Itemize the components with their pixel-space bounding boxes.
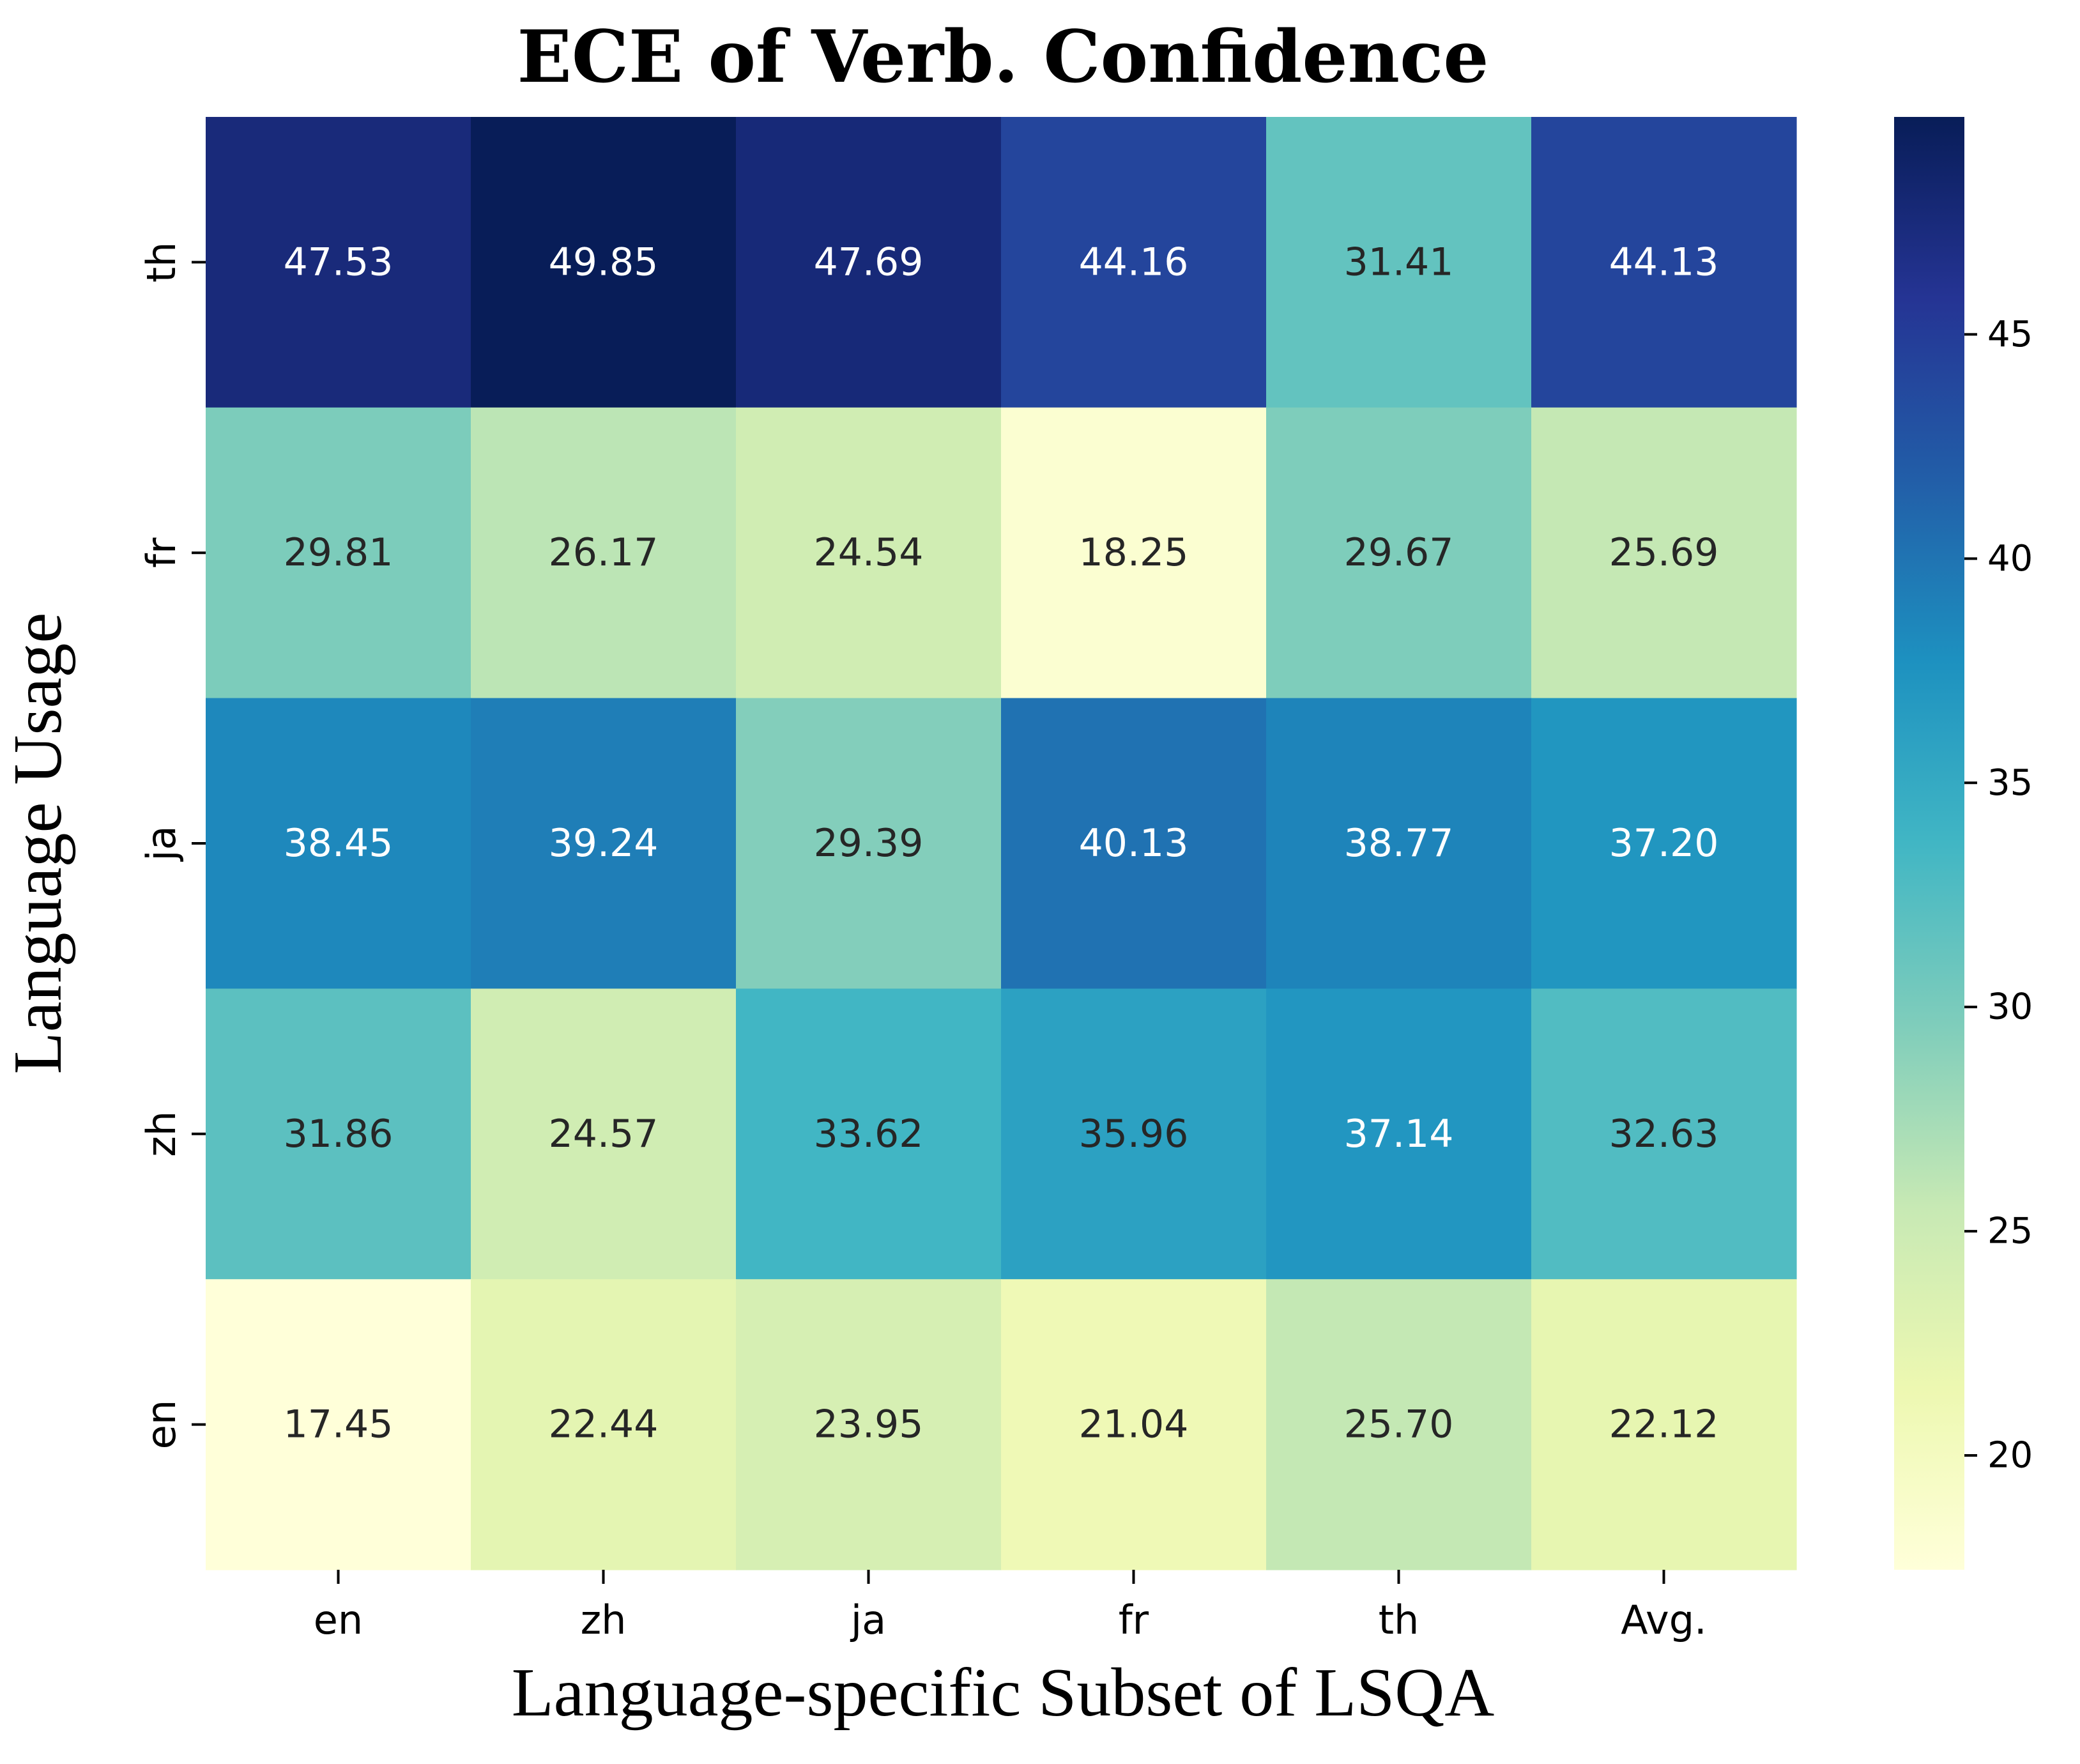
heatmap-cell-labels: 47.53 49.85 47.69 44.16 31.41 44.13 29.81 26.17…	[284, 240, 1719, 1446]
heatmap-cell-th-zh	[471, 117, 737, 408]
heatmap-cell-zh-zh	[471, 988, 737, 1280]
heatmap-cell-th-Avg	[1531, 117, 1797, 408]
colorbar-tick-label: 30	[1987, 986, 2033, 1028]
heatmap-cell-th-fr	[1001, 117, 1267, 408]
heatmap-cell-ja-Avg	[1531, 698, 1797, 989]
colorbar-tick-label: 25	[1987, 1211, 2033, 1252]
heatmap-cell-value: 17.45	[284, 1402, 394, 1447]
x-axis-label: Language-specific Subset of LSQA	[512, 1655, 1495, 1731]
heatmap-cell-value: 31.86	[284, 1112, 394, 1156]
heatmap-cell-value: 40.13	[1079, 821, 1189, 866]
heatmap-cell-value: 49.85	[549, 240, 659, 284]
colorbar-gradient	[1894, 117, 1964, 1570]
x-axis-ticks: en zh ja fr th Avg.	[314, 1570, 1707, 1643]
heatmap-cells	[206, 117, 1797, 1570]
heatmap-cell-value: 38.45	[284, 821, 394, 866]
heatmap-cell-th-en	[206, 117, 471, 408]
heatmap-cell-value: 32.63	[1609, 1112, 1719, 1156]
heatmap-cell-value: 24.57	[549, 1112, 659, 1156]
y-tick-label: th	[138, 242, 185, 283]
heatmap-cell-en-ja	[736, 1279, 1002, 1570]
y-tick-label: fr	[138, 537, 185, 568]
heatmap-cell-value: 37.14	[1344, 1112, 1454, 1156]
heatmap-cell-fr-th	[1266, 407, 1532, 699]
heatmap-cell-en-en	[206, 1279, 471, 1570]
heatmap-cell-zh-fr	[1001, 988, 1267, 1280]
heatmap-cell-value: 29.81	[284, 530, 394, 575]
heatmap-cell-value: 25.69	[1609, 530, 1719, 575]
colorbar-ticks: 20 25 30 35 40 45	[1964, 314, 2033, 1476]
heatmap-cell-value: 29.39	[814, 821, 924, 866]
heatmap-cell-value: 22.44	[549, 1402, 659, 1447]
colorbar: 20 25 30 35 40 45	[1894, 117, 2033, 1570]
heatmap-cell-ja-th	[1266, 698, 1532, 989]
heatmap-cell-value: 39.24	[549, 821, 659, 866]
heatmap-cell-value: 47.53	[284, 240, 394, 284]
heatmap-cell-value: 23.95	[814, 1402, 924, 1447]
heatmap-cell-ja-zh	[471, 698, 737, 989]
heatmap-cell-value: 18.25	[1079, 530, 1189, 575]
heatmap-cell-zh-en	[206, 988, 471, 1280]
y-axis-ticks: th fr ja zh en	[138, 242, 206, 1449]
heatmap-cell-fr-Avg	[1531, 407, 1797, 699]
y-axis-label: Language Usage	[0, 613, 76, 1075]
heatmap-cell-en-Avg	[1531, 1279, 1797, 1570]
chart-title: ECE of Verb. Confidence	[517, 15, 1488, 99]
y-tick-label: zh	[138, 1111, 185, 1157]
x-tick-label: th	[1379, 1597, 1419, 1643]
heatmap-cell-fr-fr	[1001, 407, 1267, 699]
heatmap-cell-value: 33.62	[814, 1112, 924, 1156]
heatmap-cell-fr-en	[206, 407, 471, 699]
heatmap-cell-value: 22.12	[1609, 1402, 1719, 1447]
colorbar-tick-label: 20	[1987, 1435, 2033, 1476]
heatmap-cell-value: 24.54	[814, 530, 924, 575]
heatmap-cell-value: 35.96	[1079, 1112, 1189, 1156]
x-tick-label: Avg.	[1621, 1597, 1707, 1643]
heatmap-cell-value: 21.04	[1079, 1402, 1189, 1447]
colorbar-tick-label: 35	[1987, 762, 2033, 804]
heatmap-cell-ja-fr	[1001, 698, 1267, 989]
heatmap-cell-value: 29.67	[1344, 530, 1454, 575]
x-tick-label: fr	[1119, 1597, 1149, 1643]
heatmap-cell-th-ja	[736, 117, 1002, 408]
heatmap-cell-value: 38.77	[1344, 821, 1454, 866]
heatmap-cell-zh-Avg	[1531, 988, 1797, 1280]
colorbar-tick-label: 45	[1987, 314, 2033, 355]
heatmap-cell-value: 37.20	[1609, 821, 1719, 866]
y-tick-label: en	[138, 1400, 185, 1449]
heatmap-cell-en-zh	[471, 1279, 737, 1570]
heatmap-cell-fr-ja	[736, 407, 1002, 699]
heatmap-cell-value: 26.17	[549, 530, 659, 575]
heatmap-cell-ja-en	[206, 698, 471, 989]
heatmap-cell-zh-th	[1266, 988, 1532, 1280]
y-tick-label: ja	[138, 825, 185, 862]
heatmap-cell-zh-ja	[736, 988, 1002, 1280]
x-tick-label: en	[314, 1597, 363, 1643]
colorbar-tick-label: 40	[1987, 538, 2033, 579]
heatmap-cell-value: 44.16	[1079, 240, 1189, 284]
heatmap-cell-ja-ja	[736, 698, 1002, 989]
heatmap-cell-en-fr	[1001, 1279, 1267, 1570]
heatmap-cell-fr-zh	[471, 407, 737, 699]
x-tick-label: ja	[850, 1597, 886, 1643]
heatmap-cell-value: 47.69	[814, 240, 924, 284]
heatmap-cell-value: 31.41	[1344, 240, 1454, 284]
heatmap-cell-value: 25.70	[1344, 1402, 1454, 1447]
heatmap-cell-th-th	[1266, 117, 1532, 408]
x-tick-label: zh	[581, 1597, 627, 1643]
heatmap-cell-value: 44.13	[1609, 240, 1719, 284]
heatmap-cell-en-th	[1266, 1279, 1532, 1570]
